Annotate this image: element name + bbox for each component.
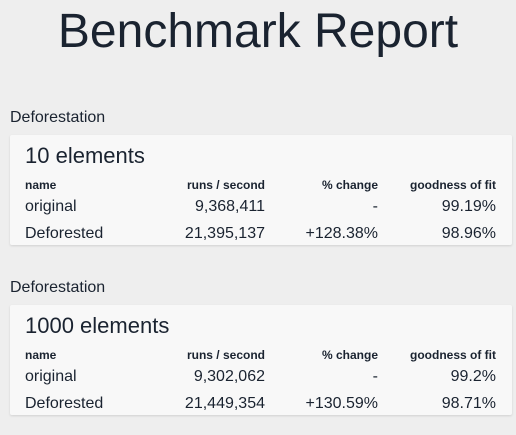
column-header-fit: goodness of fit [410, 178, 496, 192]
column-header-fit: goodness of fit [410, 348, 496, 362]
column-header-runs: runs / second [186, 178, 265, 192]
cell-name: Deforested [25, 225, 104, 242]
table-row: original 9,302,062 - 99.2% [25, 363, 496, 390]
benchmark-card: 10 elements name runs / second % change … [10, 135, 512, 245]
cell-fit: 99.2% [450, 368, 496, 385]
cell-change: +130.59% [305, 395, 378, 412]
table-header-row: name runs / second % change goodness of … [25, 347, 496, 363]
section-title: Deforestation [10, 109, 106, 126]
results-table: name runs / second % change goodness of … [25, 177, 496, 247]
results-table: name runs / second % change goodness of … [25, 347, 496, 417]
table-row: original 9,368,411 - 99.19% [25, 193, 496, 220]
table-row: Deforested 21,395,137 +128.38% 98.96% [25, 220, 496, 247]
cell-change: +128.38% [305, 225, 378, 242]
column-header-change: % change [321, 348, 378, 362]
cell-name: original [25, 368, 77, 385]
cell-runs: 21,449,354 [184, 395, 265, 412]
cell-runs: 9,368,411 [195, 198, 265, 215]
cell-change: - [372, 198, 378, 215]
page-title: Benchmark Report [57, 5, 459, 58]
cell-name: Deforested [25, 395, 104, 412]
cell-change: - [372, 368, 378, 385]
cell-fit: 99.19% [441, 198, 496, 215]
cell-fit: 98.96% [441, 225, 496, 242]
table-row: Deforested 21,449,354 +130.59% 98.71% [25, 390, 496, 417]
cell-runs: 9,302,062 [193, 368, 265, 385]
benchmark-card: 1000 elements name runs / second % chang… [10, 305, 512, 415]
cell-name: original [25, 198, 77, 215]
section-title: Deforestation [10, 279, 106, 296]
column-header-runs: runs / second [186, 348, 265, 362]
table-header-row: name runs / second % change goodness of … [25, 177, 496, 193]
card-title: 1000 elements [25, 313, 170, 338]
card-title: 10 elements [25, 143, 145, 168]
cell-runs: 21,395,137 [184, 225, 265, 242]
column-header-name: name [25, 348, 57, 362]
column-header-change: % change [321, 178, 378, 192]
column-header-name: name [25, 178, 57, 192]
cell-fit: 98.71% [441, 395, 496, 412]
